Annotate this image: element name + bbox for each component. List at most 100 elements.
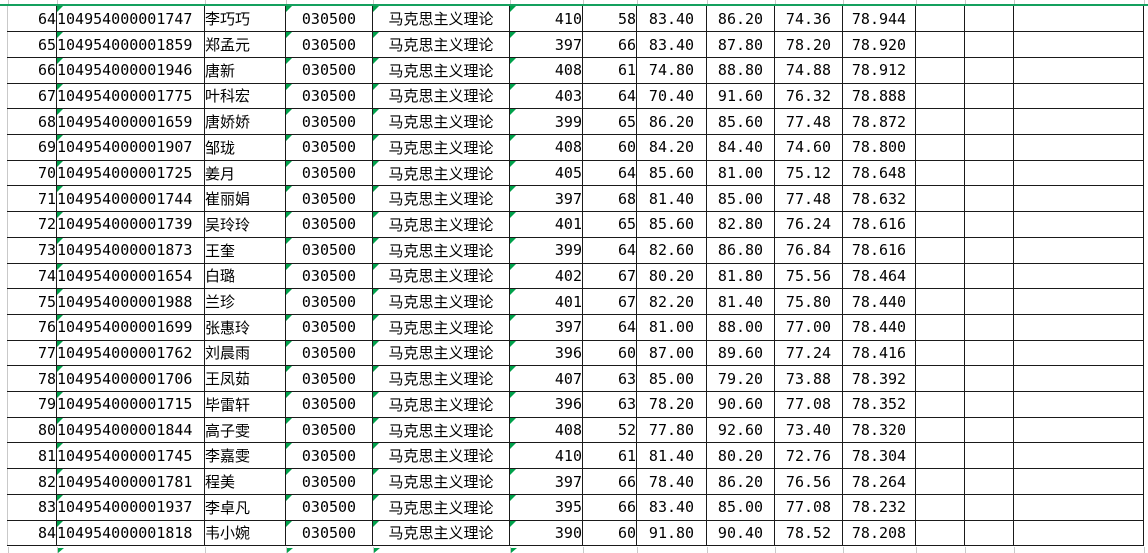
cell-initial-score[interactable]: 396	[509, 391, 583, 418]
cell-empty-1[interactable]	[915, 519, 965, 547]
cell-empty-2[interactable]	[964, 159, 1014, 187]
cell-candidate-id[interactable]: 104954000001818	[56, 519, 205, 547]
cell-candidate-id[interactable]: 104954000001659	[56, 108, 205, 136]
cell-initial-score[interactable]: 390	[509, 519, 583, 547]
cell-total-score[interactable]: 78.944	[842, 6, 916, 33]
cell-major-name[interactable]: 马克思主义理论	[372, 339, 510, 367]
cell-score-a[interactable]: 81.00	[636, 313, 707, 341]
cell-empty-2[interactable]	[964, 391, 1014, 418]
cell-retest-score[interactable]: 60	[582, 519, 637, 547]
cell-empty-1[interactable]	[915, 288, 965, 315]
cell-empty-3[interactable]	[1013, 365, 1144, 393]
cell-empty-1[interactable]	[915, 262, 965, 290]
cell-row-num[interactable]: 70	[7, 159, 57, 187]
cell-candidate-id[interactable]: 104954000001946	[56, 56, 205, 84]
cell-initial-score[interactable]: 410	[509, 6, 583, 33]
cell-empty-1[interactable]	[915, 313, 965, 341]
cell-retest-score[interactable]: 66	[582, 31, 637, 58]
cell-score-a[interactable]: 87.00	[636, 339, 707, 367]
cell-candidate-id[interactable]: 104954000001739	[56, 211, 205, 238]
cell-score-c[interactable]: 77.08	[774, 391, 843, 418]
cell-major-code[interactable]: 030500	[285, 519, 373, 547]
cell-major-name[interactable]: 马克思主义理论	[372, 56, 510, 84]
cell-score-a[interactable]: 80.20	[636, 262, 707, 290]
cell-candidate-id[interactable]: 104954000001907	[56, 134, 205, 161]
cell-empty-3[interactable]	[1013, 519, 1144, 547]
cell-empty-2[interactable]	[964, 211, 1014, 238]
cell-major-name[interactable]: 马克思主义理论	[372, 108, 510, 136]
cell-major-code[interactable]: 030500	[285, 365, 373, 393]
cell-empty-2[interactable]	[964, 82, 1014, 110]
cell-major-code[interactable]: 030500	[285, 493, 373, 521]
cell-major-code[interactable]: 030500	[285, 442, 373, 470]
cell-row-num[interactable]: 79	[7, 391, 57, 418]
cell-empty-3[interactable]	[1013, 339, 1144, 367]
cell-score-c[interactable]: 73.40	[774, 416, 843, 444]
cell-total-score[interactable]: 78.440	[842, 288, 916, 315]
cell-candidate-id[interactable]: 104954000001725	[56, 159, 205, 187]
cell-empty-2[interactable]	[964, 185, 1014, 213]
cell-score-c[interactable]: 77.48	[774, 108, 843, 136]
cell-total-score[interactable]: 78.440	[842, 313, 916, 341]
cell-empty-3[interactable]	[1013, 442, 1144, 470]
cell-name[interactable]: 程美	[204, 468, 286, 495]
cell-empty-1[interactable]	[915, 134, 965, 161]
cell-retest-score[interactable]: 61	[582, 442, 637, 470]
cell-total-score[interactable]: 78.392	[842, 365, 916, 393]
cell-initial-score[interactable]: 403	[509, 82, 583, 110]
cell-row-num[interactable]: 76	[7, 313, 57, 341]
cell-major-code[interactable]: 030500	[285, 56, 373, 84]
cell-major-code[interactable]: 030500	[285, 108, 373, 136]
cell-retest-score[interactable]: 64	[582, 82, 637, 110]
cell-total-score[interactable]: 78.912	[842, 56, 916, 84]
cell-empty-1[interactable]	[915, 365, 965, 393]
cell-row-num[interactable]: 77	[7, 339, 57, 367]
cell-initial-score[interactable]: 399	[509, 236, 583, 264]
cell-retest-score[interactable]: 63	[582, 391, 637, 418]
cell-score-c[interactable]: 76.24	[774, 211, 843, 238]
cell-retest-score[interactable]: 66	[582, 468, 637, 495]
cell-total-score[interactable]: 78.208	[842, 519, 916, 547]
cell-name[interactable]: 唐娇娇	[204, 108, 286, 136]
cell-score-c[interactable]: 76.32	[774, 82, 843, 110]
cell-empty-3[interactable]	[1013, 288, 1144, 315]
cell-row-num[interactable]: 81	[7, 442, 57, 470]
cell-row-num[interactable]: 80	[7, 416, 57, 444]
cell-major-code[interactable]: 030500	[285, 82, 373, 110]
cell-row-num[interactable]: 74	[7, 262, 57, 290]
cell-empty-2[interactable]	[964, 468, 1014, 495]
cell-name[interactable]: 李卓凡	[204, 493, 286, 521]
cell-retest-score[interactable]: 64	[582, 159, 637, 187]
cell-empty-2[interactable]	[964, 262, 1014, 290]
cell-score-a[interactable]: 91.80	[636, 519, 707, 547]
cell-score-a[interactable]: 83.40	[636, 6, 707, 33]
cell-empty-2[interactable]	[964, 493, 1014, 521]
cell-major-name[interactable]: 马克思主义理论	[372, 82, 510, 110]
cell-empty-3[interactable]	[1013, 185, 1144, 213]
cell-total-score[interactable]: 78.416	[842, 339, 916, 367]
cell-row-num[interactable]: 73	[7, 236, 57, 264]
cell-name[interactable]: 唐新	[204, 56, 286, 84]
cell-initial-score[interactable]: 402	[509, 262, 583, 290]
cell-score-b[interactable]: 81.00	[706, 159, 775, 187]
cell-initial-score[interactable]: 397	[509, 31, 583, 58]
cell-retest-score[interactable]: 58	[582, 6, 637, 33]
cell-row-num[interactable]: 67	[7, 82, 57, 110]
cell-score-c[interactable]: 74.88	[774, 56, 843, 84]
cell-initial-score[interactable]: 395	[509, 493, 583, 521]
cell-major-name[interactable]: 马克思主义理论	[372, 262, 510, 290]
cell-retest-score[interactable]: 66	[582, 493, 637, 521]
cell-score-c[interactable]: 77.00	[774, 313, 843, 341]
cell-empty-2[interactable]	[964, 108, 1014, 136]
cell-initial-score[interactable]: 397	[509, 185, 583, 213]
cell-empty-1[interactable]	[915, 82, 965, 110]
cell-major-code[interactable]: 030500	[285, 339, 373, 367]
cell-retest-score[interactable]: 64	[582, 236, 637, 264]
cell-row-num[interactable]: 66	[7, 56, 57, 84]
cell-score-a[interactable]: 74.80	[636, 56, 707, 84]
cell-score-b[interactable]: 81.80	[706, 262, 775, 290]
cell-total-score[interactable]: 78.352	[842, 391, 916, 418]
cell-initial-score[interactable]: 408	[509, 416, 583, 444]
cell-major-name[interactable]: 马克思主义理论	[372, 442, 510, 470]
cell-score-a[interactable]: 83.40	[636, 493, 707, 521]
